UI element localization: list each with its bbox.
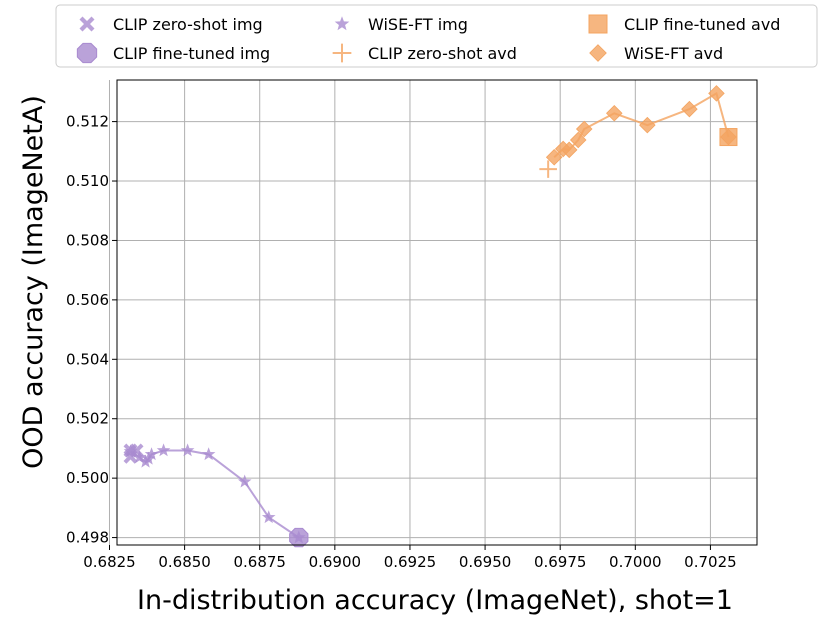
x-tick-label: 0.6850 [158,553,211,571]
plot-frame [116,79,758,546]
x-tick-label: 0.6900 [309,553,362,571]
legend-marker [79,16,95,32]
y-tick-label: 0.512 [66,113,109,131]
legend-label: CLIP fine-tuned avd [624,15,780,34]
data-point [291,530,306,544]
y-axis-label: OOD accuracy (ImageNetA) [18,95,49,469]
legend-marker [76,42,98,64]
legend-marker [334,16,350,31]
x-tick-label: 0.6950 [459,553,512,571]
data-point [144,447,159,461]
data-point [545,148,563,166]
legend-label: CLIP fine-tuned img [113,44,270,63]
data-point [720,128,737,146]
legend-marker [589,44,607,62]
data-point [606,105,623,122]
legend: CLIP zero-shot img CLIP fine-tuned img WiS… [55,4,818,68]
legend-marker [588,14,608,34]
legend-label: CLIP zero-shot img [113,15,263,34]
data-point [681,100,698,118]
data-point [560,141,578,159]
grid [108,80,757,545]
data-point [123,444,138,458]
data-point [569,131,587,149]
y-tick-label: 0.506 [66,291,109,309]
y-tick-label: 0.500 [66,469,109,487]
data-point [575,120,593,138]
legend-label: WiSE-FT avd [624,44,723,63]
y-tick-label: 0.510 [66,172,109,190]
legend-label: WiSE-FT img [368,15,468,34]
data-point [261,510,276,524]
plot-series [123,85,738,548]
data-point [156,443,171,457]
x-tick-label: 0.7000 [609,553,662,571]
data-point [639,116,656,134]
x-tick-label: 0.6825 [83,553,136,571]
legend-marker [332,43,352,63]
data-point [708,85,725,102]
data-point [201,447,216,461]
series-line [129,449,300,539]
x-tick-label: 0.6875 [233,553,286,571]
data-point [237,474,252,488]
y-tick-label: 0.502 [66,410,109,428]
series-group [123,443,306,544]
series-group [545,85,737,166]
axes: 0.6825 0.6850 0.6875 0.6900 0.6925 0.6950 0.69… [66,79,758,571]
y-tick-label: 0.508 [66,231,109,249]
x-tick-label: 0.6975 [534,553,587,571]
x-tick-label: 0.6925 [384,553,437,571]
legend-box [55,4,818,68]
y-tick-label: 0.498 [66,529,109,547]
x-axis-label: In-distribution accuracy (ImageNet), sho… [137,585,733,616]
series-group [539,160,557,178]
data-point [180,443,195,457]
legend-label: CLIP zero-shot avd [368,44,517,63]
y-tick-label: 0.504 [66,350,109,368]
data-point [132,450,147,464]
x-tick-label: 0.7025 [684,553,737,571]
data-point [539,160,557,178]
